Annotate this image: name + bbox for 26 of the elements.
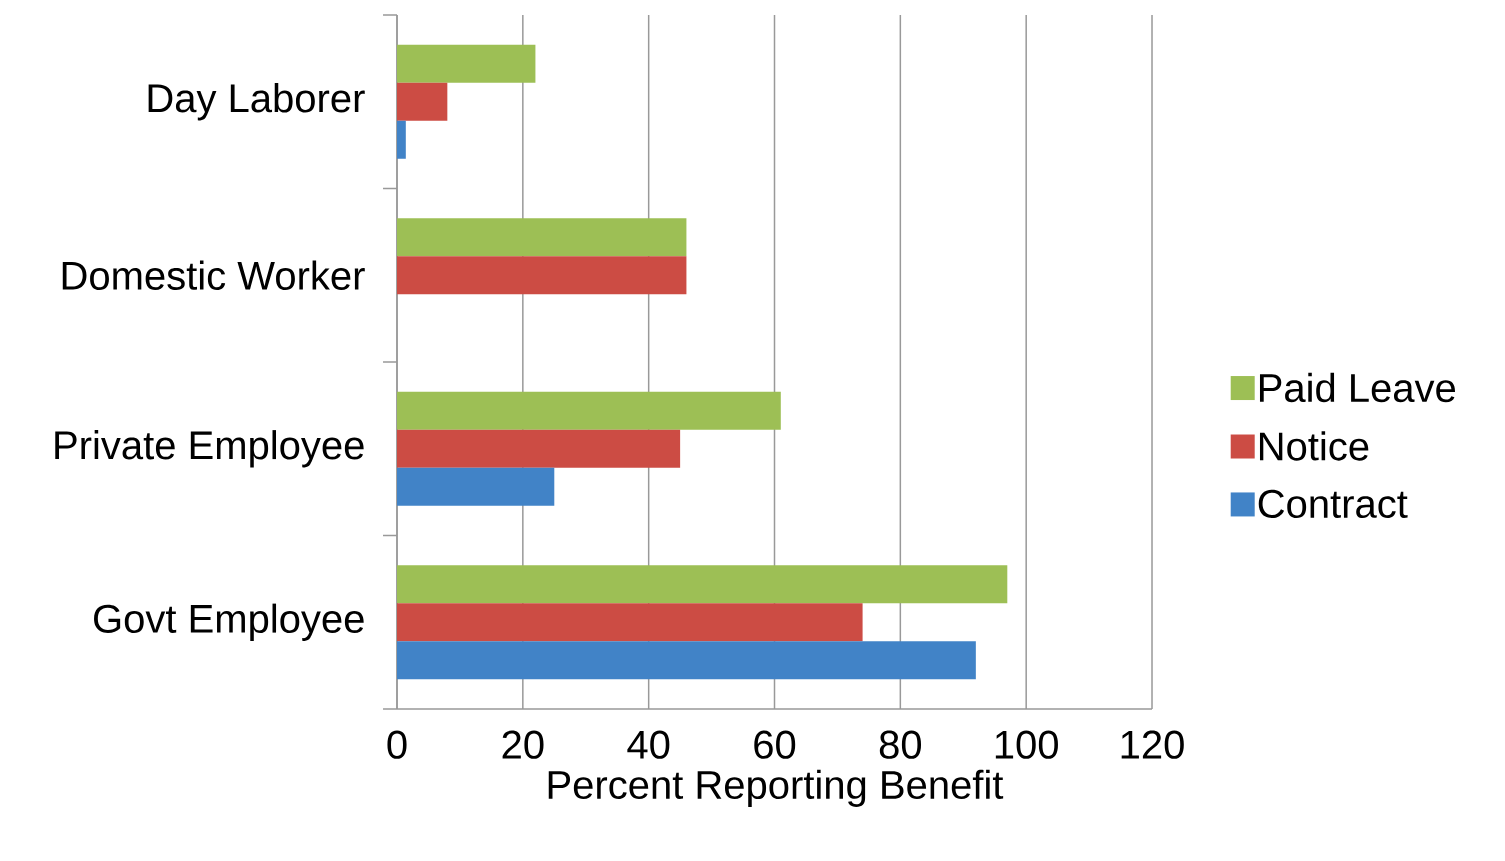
x-tick-label: 100 bbox=[995, 730, 1058, 759]
legend-label: Contract bbox=[1258, 489, 1408, 519]
y-tick-label: Domestic Worker bbox=[62, 260, 365, 290]
legend-label: Notice bbox=[1259, 431, 1369, 461]
bar bbox=[397, 641, 976, 680]
bar bbox=[397, 391, 781, 430]
y-tick-label: Day Laborer bbox=[148, 83, 365, 121]
bar bbox=[397, 256, 687, 295]
bar bbox=[397, 467, 555, 506]
x-tick-label: 40 bbox=[627, 730, 670, 759]
bar bbox=[397, 44, 536, 83]
bar bbox=[397, 218, 687, 257]
legend-label: Paid Leave bbox=[1259, 372, 1455, 403]
bar bbox=[397, 603, 863, 642]
bar bbox=[397, 120, 406, 159]
bar bbox=[397, 429, 681, 468]
y-tick-label: Govt Employee bbox=[94, 603, 364, 641]
bar bbox=[397, 565, 1008, 604]
x-tick-label: 20 bbox=[502, 730, 544, 759]
y-tick-label: Private Employee bbox=[55, 430, 364, 468]
x-axis-title: Percent Reporting Benefit bbox=[548, 769, 1004, 807]
bar bbox=[397, 82, 448, 121]
x-tick-label: 0 bbox=[387, 730, 407, 759]
x-tick-label: 120 bbox=[1121, 730, 1184, 759]
x-tick-label: 60 bbox=[754, 730, 796, 759]
x-tick-label: 80 bbox=[879, 730, 922, 759]
